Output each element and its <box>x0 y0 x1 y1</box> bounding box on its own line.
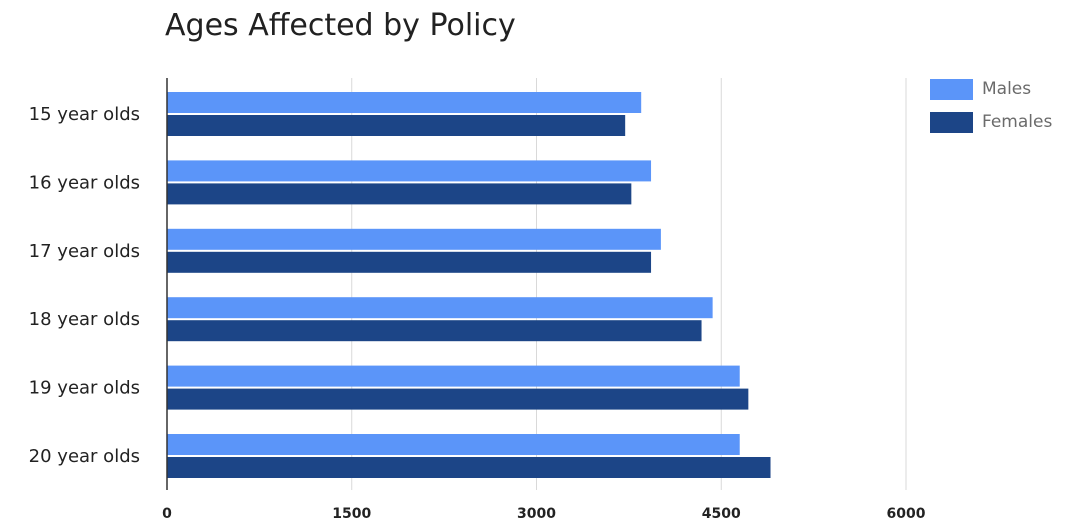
x-tick-label: 1500 <box>332 506 371 521</box>
x-tick-label: 3000 <box>517 506 556 521</box>
category-label: 15 year olds <box>29 104 140 125</box>
legend-label-males: Males <box>982 79 1032 99</box>
legend-item-females[interactable]: Females <box>930 111 1067 133</box>
category-label: 20 year olds <box>29 446 140 467</box>
legend: Males Females <box>930 78 1067 144</box>
bar-males-5[interactable] <box>167 434 740 455</box>
bar-males-1[interactable] <box>167 160 652 182</box>
x-tick-label: 0 <box>162 506 172 521</box>
category-label: 19 year olds <box>29 378 140 399</box>
bar-males-0[interactable] <box>167 92 642 113</box>
bar-males-4[interactable] <box>167 365 740 387</box>
bar-females-2[interactable] <box>167 251 652 273</box>
bar-females-1[interactable] <box>167 183 632 205</box>
legend-label-females: Females <box>982 112 1053 132</box>
bar-females-3[interactable] <box>167 320 702 342</box>
bar-males-2[interactable] <box>167 228 661 250</box>
bar-males-3[interactable] <box>167 297 713 319</box>
legend-item-males[interactable]: Males <box>930 78 1067 100</box>
legend-swatch-females <box>930 111 973 133</box>
x-tick-label: 4500 <box>702 506 741 521</box>
category-label: 17 year olds <box>29 241 140 262</box>
chart-title: Ages Affected by Policy <box>165 8 516 43</box>
legend-swatch-males <box>930 78 973 100</box>
bar-females-4[interactable] <box>167 388 749 410</box>
category-label: 18 year olds <box>29 309 140 330</box>
bar-females-5[interactable] <box>167 457 771 478</box>
bar-females-0[interactable] <box>167 115 626 136</box>
x-tick-label: 6000 <box>887 506 926 521</box>
category-label: 16 year olds <box>29 172 140 193</box>
